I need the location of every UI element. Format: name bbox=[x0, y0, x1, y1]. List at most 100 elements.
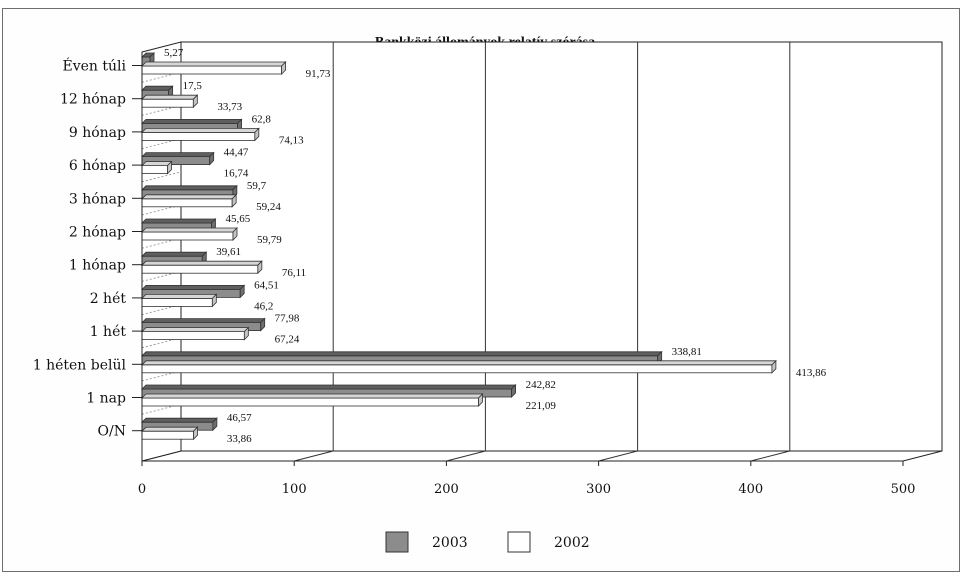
legend-swatch-2003 bbox=[385, 531, 409, 553]
data-label-2003: 77,98 bbox=[275, 313, 300, 325]
bar-2002-3-honap-top bbox=[141, 194, 238, 200]
bar-2003-o-n-top bbox=[141, 417, 218, 423]
bar-2003-2-het-side bbox=[239, 284, 245, 299]
bar-2003-1-honap-top bbox=[141, 251, 208, 257]
bar-2003-1-heten-belul-top bbox=[141, 351, 663, 357]
legend-label-2002: 2002 bbox=[554, 535, 590, 551]
category-label-1-het: 1 hét bbox=[90, 324, 127, 340]
data-label-2002: 413,86 bbox=[796, 367, 827, 379]
data-label-2003: 44,47 bbox=[224, 147, 249, 159]
floor-gridline bbox=[598, 450, 638, 462]
data-label-2002: 74,13 bbox=[279, 134, 304, 146]
plot-floor bbox=[141, 450, 943, 462]
x-tick-label: 100 bbox=[282, 482, 307, 497]
floor-gridline bbox=[750, 450, 790, 462]
bar-2002-1-nap bbox=[141, 393, 484, 407]
bar-2002-12-honap bbox=[141, 94, 199, 109]
bar-2003-3-honap-top bbox=[141, 185, 238, 191]
bar-2002-12-honap-face bbox=[141, 98, 194, 108]
data-label-2003: 62,8 bbox=[252, 113, 272, 125]
bar-2002-12-honap-side bbox=[192, 94, 198, 109]
bar-2003-9-honap-top bbox=[141, 119, 243, 124]
bar-2002-6-honap-face bbox=[141, 165, 168, 175]
bar-2002-1-nap-face bbox=[141, 397, 479, 407]
bar-2003-o-n-side bbox=[212, 417, 218, 432]
bar-2002-even-tuli-side bbox=[281, 61, 287, 75]
bar-2002-2-honap-side bbox=[232, 227, 238, 241]
bar-2002-o-n bbox=[141, 426, 199, 441]
bar-2002-1-honap-face bbox=[141, 264, 259, 274]
category-label-1-honap: 1 hónap bbox=[69, 258, 126, 274]
data-label-2002: 221,09 bbox=[526, 400, 557, 412]
bar-2002-6-honap-top bbox=[141, 161, 173, 167]
bar-2002-2-het-face bbox=[141, 297, 213, 307]
chart-frame: Bankközi állományok relatív szórása Éven… bbox=[2, 8, 960, 572]
floor-gridline bbox=[294, 450, 334, 462]
data-label-2003: 45,65 bbox=[225, 213, 250, 225]
data-label-2002: 33,73 bbox=[217, 101, 242, 113]
bar-2003-2-het-top bbox=[141, 284, 246, 290]
bar-2002-9-honap-side bbox=[254, 127, 260, 142]
category-label-2-het: 2 hét bbox=[90, 291, 127, 307]
bar-2002-1-honap-side bbox=[257, 260, 263, 275]
category-label-1-nap: 1 nap bbox=[86, 391, 126, 407]
bar-2003-2-honap-top bbox=[141, 218, 217, 224]
data-label-2003: 59,7 bbox=[247, 180, 267, 192]
bar-2003-1-nap bbox=[141, 384, 517, 398]
bar-2002-2-het-side bbox=[211, 293, 217, 308]
legend-item-2003: 2003 bbox=[385, 531, 468, 553]
data-label-2002: 76,11 bbox=[282, 267, 306, 279]
category-label-12-honap: 12 hónap bbox=[60, 92, 126, 108]
bar-2002-o-n-top bbox=[141, 426, 199, 432]
bar-2002-3-honap bbox=[141, 193, 238, 208]
bar-2003-6-honap-top bbox=[141, 152, 215, 158]
data-label-2003: 5,27 bbox=[164, 47, 184, 59]
legend-item-2002: 2002 bbox=[507, 531, 590, 553]
category-label-o-n: O/N bbox=[98, 424, 126, 440]
bar-chart: Bankközi állományok relatív szórása Éven… bbox=[33, 35, 943, 553]
bar-2002-1-het bbox=[141, 326, 250, 341]
bar-2002-1-heten-belul-side bbox=[771, 359, 777, 374]
data-label-2003: 46,57 bbox=[227, 412, 252, 424]
x-tick-label: 400 bbox=[738, 482, 763, 497]
bar-2002-6-honap-side bbox=[167, 160, 172, 175]
bar-2002-2-het bbox=[141, 293, 218, 308]
x-tick-label: 0 bbox=[138, 482, 146, 497]
bar-2002-1-heten-belul-top bbox=[141, 360, 777, 366]
category-label-6-honap: 6 hónap bbox=[69, 158, 126, 174]
bar-2003-12-honap-top bbox=[141, 85, 174, 91]
bar-2002-3-honap-side bbox=[231, 193, 237, 208]
bar-2002-12-honap-top bbox=[141, 94, 199, 100]
data-label-2003: 17,5 bbox=[183, 80, 203, 92]
bar-2002-2-honap-face bbox=[141, 231, 234, 241]
data-label-2002: 67,24 bbox=[275, 334, 300, 346]
x-tick-label: 300 bbox=[586, 482, 611, 497]
category-label-9-honap: 9 hónap bbox=[69, 125, 126, 141]
bar-2003-6-honap-side bbox=[209, 151, 215, 166]
bar-2002-o-n-face bbox=[141, 430, 194, 440]
data-label-2003: 39,61 bbox=[216, 246, 241, 258]
x-tick-label: 500 bbox=[891, 482, 916, 497]
category-label-1-heten-belul: 1 héten belül bbox=[33, 357, 127, 373]
data-label-2002: 59,79 bbox=[257, 234, 282, 246]
bar-2002-1-het-top bbox=[141, 327, 250, 333]
bar-2003-1-het-side bbox=[260, 317, 266, 332]
bar-2002-1-het-side bbox=[243, 326, 249, 341]
bar-2002-1-heten-belul-face bbox=[141, 364, 773, 374]
bar-2002-1-nap-top bbox=[141, 393, 484, 399]
bar-2002-even-tuli-top bbox=[141, 61, 287, 67]
bar-2002-9-honap-face bbox=[141, 132, 256, 141]
bar-2003-1-het-top bbox=[141, 318, 266, 324]
bar-2002-2-honap-top bbox=[141, 227, 238, 233]
data-label-2003: 338,81 bbox=[672, 346, 702, 358]
category-label-3-honap: 3 hónap bbox=[69, 191, 126, 207]
data-label-2002: 33,86 bbox=[227, 433, 252, 445]
floor-gridline bbox=[446, 450, 486, 462]
bar-2002-9-honap-top bbox=[141, 128, 260, 133]
row-separator bbox=[141, 171, 182, 183]
bar-2003-6-honap bbox=[141, 151, 215, 166]
bar-2002-3-honap-face bbox=[141, 198, 233, 208]
bar-2003-1-nap-side bbox=[511, 384, 516, 398]
data-label-2002: 91,73 bbox=[306, 68, 331, 80]
bar-2003-1-nap-top bbox=[141, 384, 517, 390]
